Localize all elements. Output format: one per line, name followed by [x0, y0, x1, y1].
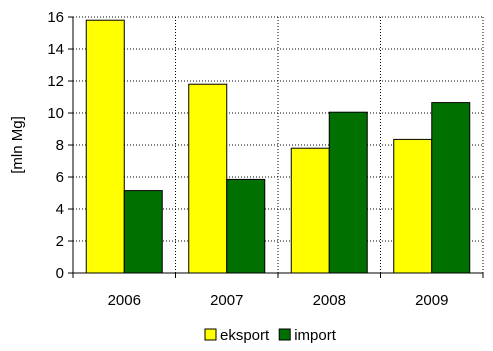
x-tick-label-2008: 2008	[313, 292, 346, 309]
y-tick-label: 14	[47, 41, 64, 58]
x-tick-label-2009: 2009	[415, 292, 448, 309]
legend-item-import: import	[278, 327, 337, 344]
bar-import-2009	[431, 102, 471, 274]
y-tick-labels: 0 2 4 6 8 10 12 14 16	[47, 9, 64, 282]
x-tick-labels: 2006 2007 2008 2009	[108, 292, 449, 309]
y-tick-label: 8	[56, 137, 64, 154]
y-axis-title: [mln Mg]	[9, 116, 26, 174]
x-tick-label-2007: 2007	[210, 292, 243, 309]
bar-eksport-2007	[188, 83, 228, 274]
y-tick-label: 16	[47, 9, 64, 26]
legend-item-eksport: eksport	[204, 327, 270, 344]
bar-import-2007	[226, 178, 266, 274]
axes	[68, 16, 484, 278]
y-tick-label: 4	[56, 201, 64, 218]
y-tick-label: 6	[56, 169, 64, 186]
legend-label-import: import	[294, 327, 337, 344]
bar-eksport-2009	[393, 138, 433, 274]
y-tick-label: 12	[47, 73, 64, 90]
legend: eksport import	[204, 327, 337, 344]
legend-swatch-eksport	[204, 328, 217, 341]
legend-swatch-import	[278, 328, 291, 341]
legend-label-eksport: eksport	[220, 327, 270, 344]
y-tick-label: 2	[56, 233, 64, 250]
y-tick-label: 10	[47, 105, 64, 122]
y-tick-label: 0	[56, 265, 64, 282]
bar-eksport-2008	[290, 147, 330, 274]
gridlines	[73, 16, 484, 273]
x-tick-label-2006: 2006	[108, 292, 141, 309]
bar-import-2006	[123, 190, 163, 274]
bar-import-2008	[328, 111, 368, 274]
bar-eksport-2006	[85, 19, 125, 274]
